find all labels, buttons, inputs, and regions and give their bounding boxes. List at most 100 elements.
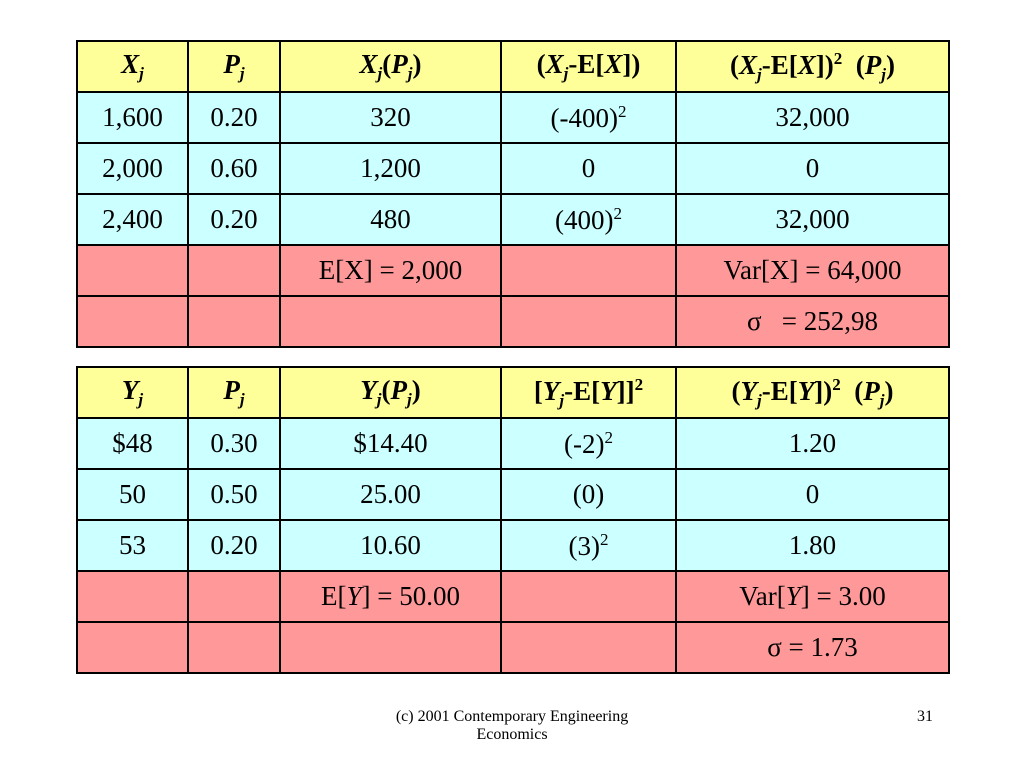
cell: 0.20: [187, 193, 281, 246]
text-run: σ = 252,98: [746, 306, 879, 336]
text-run: (0): [572, 479, 605, 509]
text-run: j: [377, 64, 383, 83]
text-run: 2,000: [102, 153, 163, 183]
text-run: -E[: [761, 49, 798, 80]
text-run: j: [239, 64, 245, 83]
summary-row: E[X] = 2,000 Var[X] = 64,000: [76, 244, 950, 297]
data-row: 2,000 0.60 1,200 0 0: [76, 142, 950, 195]
cell: [76, 570, 189, 623]
cell: [76, 295, 189, 348]
header-cell: [Yj-E[Y]]2: [500, 366, 677, 419]
text-run: X: [545, 49, 564, 79]
text-run: j: [757, 390, 762, 410]
text-run: 2: [599, 529, 609, 549]
text-run: ): [411, 375, 421, 405]
text-run: X: [604, 49, 623, 79]
cell: 2,000: [76, 142, 189, 195]
text-run: j: [376, 390, 382, 409]
cell: σ = 1.73: [675, 621, 950, 674]
cell: [500, 621, 677, 674]
text-run: 2: [634, 374, 644, 394]
text-run: Y: [797, 375, 815, 406]
text-run: (400): [555, 204, 614, 235]
text-run: P: [391, 49, 408, 79]
text-run: Y: [121, 375, 139, 405]
text-run: 480: [370, 204, 411, 234]
text-run: ]): [815, 49, 834, 80]
cell: (400)2: [500, 193, 677, 246]
text-run: 53: [119, 530, 146, 560]
cell: [187, 570, 281, 623]
cell: [187, 244, 281, 297]
text-run: 0.20: [210, 204, 258, 234]
text-run: Y: [600, 375, 617, 406]
text-run: (: [840, 375, 864, 406]
text-run: E[: [321, 581, 347, 611]
text-run: (: [730, 49, 739, 80]
text-run: ): [412, 49, 422, 79]
header-cell: Pj: [187, 366, 281, 419]
text-run: Y: [346, 581, 362, 611]
text-run: ] = 3.00: [800, 581, 886, 611]
text-run: X: [797, 49, 816, 80]
cell: Var[X] = 64,000: [675, 244, 950, 297]
text-run: P: [223, 49, 240, 79]
text-run: -E[: [564, 375, 601, 406]
cell: Var[Y] = 3.00: [675, 570, 950, 623]
cell: 10.60: [279, 519, 502, 572]
cell: E[Y] = 50.00: [279, 570, 502, 623]
cell: 480: [279, 193, 502, 246]
cell: 320: [279, 91, 502, 144]
cell: [76, 244, 189, 297]
cell: $48: [76, 417, 189, 470]
cell: 0: [675, 468, 950, 521]
cell: 32,000: [675, 193, 950, 246]
text-run: Var[X] = 64,000: [723, 255, 902, 285]
header-cell: Xj: [76, 40, 189, 93]
footer-line: Economics: [476, 726, 548, 743]
text-run: Y: [785, 581, 801, 611]
summary-row: σ = 1.73: [76, 621, 950, 674]
text-run: 320: [370, 102, 411, 132]
header-cell: (Yj-E[Y])2 (Pj): [675, 366, 950, 419]
cell: 50: [76, 468, 189, 521]
text-run: Var[: [739, 581, 786, 611]
text-run: σ = 1.73: [767, 632, 858, 662]
text-run: P: [390, 375, 408, 405]
text-run: 1.20: [788, 428, 837, 458]
cell: (-2)2: [500, 417, 677, 470]
cell: [187, 621, 281, 674]
cell: σ = 252,98: [675, 295, 950, 348]
text-run: 32,000: [775, 102, 850, 132]
header-cell: (Xj-E[X]): [500, 40, 677, 93]
header-cell: Pj: [187, 40, 281, 93]
cell: 0.60: [187, 142, 281, 195]
text-run: $48: [112, 428, 153, 458]
cell: (-400)2: [500, 91, 677, 144]
cell: [500, 295, 677, 348]
text-run: 2: [613, 203, 622, 223]
text-run: 2: [832, 374, 841, 394]
text-run: j: [563, 64, 569, 83]
text-run: [: [533, 375, 543, 406]
text-run: Y: [360, 375, 377, 405]
text-run: P: [864, 49, 882, 80]
text-run: j: [138, 390, 144, 409]
text-run: 2: [617, 101, 627, 121]
text-run: (-400): [550, 102, 618, 133]
text-run: X: [739, 49, 758, 80]
data-row: 50 0.50 25.00 (0) 0: [76, 468, 950, 521]
footer-source: (c) 2001 Contemporary Engineering Econom…: [312, 708, 712, 744]
text-run: j: [407, 64, 413, 83]
text-run: 1,200: [360, 153, 421, 183]
text-run: j: [879, 390, 885, 410]
text-run: 0: [805, 153, 820, 183]
text-run: 1.80: [788, 530, 837, 560]
text-run: $14.40: [353, 428, 428, 458]
cell: (0): [500, 468, 677, 521]
text-run: j: [139, 64, 144, 83]
data-row: $48 0.30 $14.40 (-2)2 1.20: [76, 417, 950, 470]
text-run: j: [239, 390, 245, 409]
text-run: 50: [119, 479, 146, 509]
